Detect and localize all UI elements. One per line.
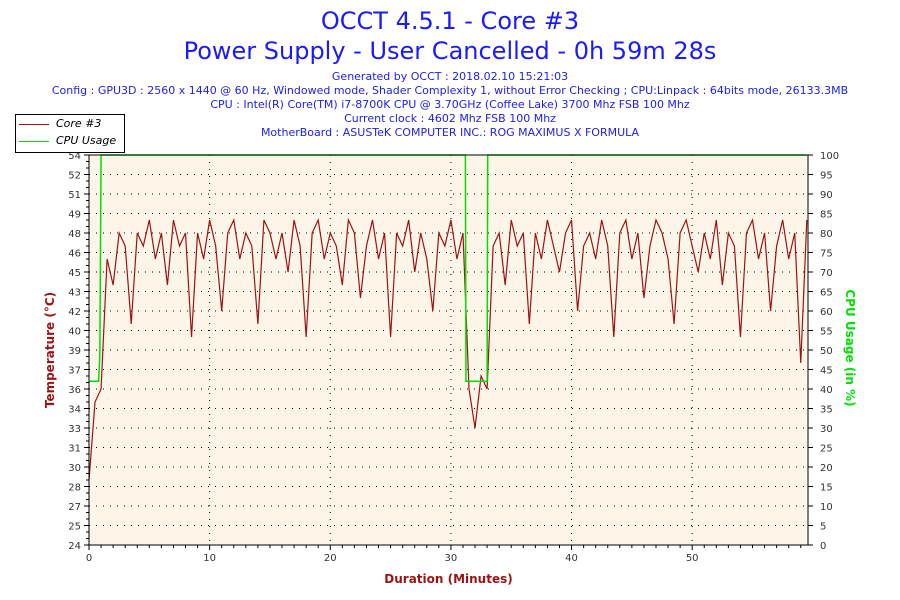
y-tick-label: 34 <box>68 405 81 416</box>
y2-tick-label: 95 <box>820 171 833 182</box>
y2-tick-label: 45 <box>820 366 833 377</box>
y-tick-label: 24 <box>68 541 81 552</box>
y-tick-label: 42 <box>68 307 81 318</box>
y2-tick-label: 75 <box>820 249 833 260</box>
y-tick-label: 37 <box>68 366 81 377</box>
x-tick-label: 20 <box>324 553 337 564</box>
x-tick-label: 0 <box>86 553 92 564</box>
legend-item-cpu-usage: CPU Usage <box>16 133 124 149</box>
series-line-core3 <box>88 217 808 481</box>
x-axis-label: Duration (Minutes) <box>384 572 512 586</box>
legend-swatch-cpu-usage <box>19 141 49 142</box>
motherboard-info: MotherBoard : ASUSTeK COMPUTER INC.: ROG… <box>260 126 640 139</box>
y2-tick-label: 85 <box>820 210 833 221</box>
y2-tick-label: 25 <box>820 444 833 455</box>
y2-tick-label: 15 <box>820 483 833 494</box>
y-tick-label: 25 <box>68 522 81 533</box>
y2-tick-label: 100 <box>820 151 839 162</box>
y2-tick-label: 10 <box>820 502 833 513</box>
chart-title: OCCT 4.5.1 - Core #3 <box>320 7 580 35</box>
y-tick-label: 30 <box>68 463 81 474</box>
y2-tick-label: 90 <box>820 190 833 201</box>
x-tick-label: 50 <box>686 553 699 564</box>
y-tick-label: 43 <box>68 288 81 299</box>
y-tick-label: 40 <box>68 327 81 338</box>
generated-info: Generated by OCCT : 2018.02.10 15:21:03 <box>331 70 569 83</box>
y-tick-label: 46 <box>68 249 81 260</box>
y2-tick-label: 55 <box>820 327 833 338</box>
y2-axis-label: CPU Usage (in %) <box>843 289 857 406</box>
y2-tick-label: 50 <box>820 346 833 357</box>
y-tick-label: 31 <box>68 444 81 455</box>
y2-tick-label: 60 <box>820 307 833 318</box>
y2-tick-label: 35 <box>820 405 833 416</box>
plot-area <box>89 155 808 545</box>
y2-tick-label: 70 <box>820 268 833 279</box>
legend: Core #3 CPU Usage <box>15 114 125 153</box>
chart-subtitle: Power Supply - User Cancelled - 0h 59m 2… <box>183 37 717 65</box>
y2-tick-label: 5 <box>820 522 826 533</box>
config-info: Config : GPU3D : 2560 x 1440 @ 60 Hz, Wi… <box>51 84 849 97</box>
legend-swatch-core3 <box>19 124 49 125</box>
y2-tick-label: 20 <box>820 463 833 474</box>
y-axis-label: Temperature (°C) <box>43 292 57 408</box>
y2-tick-label: 65 <box>820 288 833 299</box>
legend-label-core3: Core #3 <box>56 117 102 130</box>
y-tick-label: 52 <box>68 171 81 182</box>
y-tick-label: 51 <box>68 190 81 201</box>
x-tick-label: 30 <box>445 553 458 564</box>
y-tick-label: 27 <box>68 502 81 513</box>
legend-item-core3: Core #3 <box>16 116 124 132</box>
clock-info: Current clock : 4602 Mhz FSB 100 Mhz <box>344 112 556 125</box>
y-tick-label: 28 <box>68 483 81 494</box>
y-tick-label: 36 <box>68 385 81 396</box>
x-tick-label: 40 <box>565 553 578 564</box>
y-tick-label: 33 <box>68 424 81 435</box>
y2-tick-label: 40 <box>820 385 833 396</box>
y-tick-label: 54 <box>68 151 81 162</box>
y2-tick-label: 30 <box>820 424 833 435</box>
y-tick-label: 48 <box>68 229 81 240</box>
y2-tick-label: 0 <box>820 541 826 552</box>
y2-tick-label: 80 <box>820 229 833 240</box>
y-tick-label: 39 <box>68 346 81 357</box>
x-tick-label: 10 <box>203 553 216 564</box>
y-tick-label: 45 <box>68 268 81 279</box>
legend-label-cpu-usage: CPU Usage <box>56 134 117 147</box>
cpu-info: CPU : Intel(R) Core(TM) i7-8700K CPU @ 3… <box>210 98 690 111</box>
y-tick-label: 49 <box>68 210 81 221</box>
